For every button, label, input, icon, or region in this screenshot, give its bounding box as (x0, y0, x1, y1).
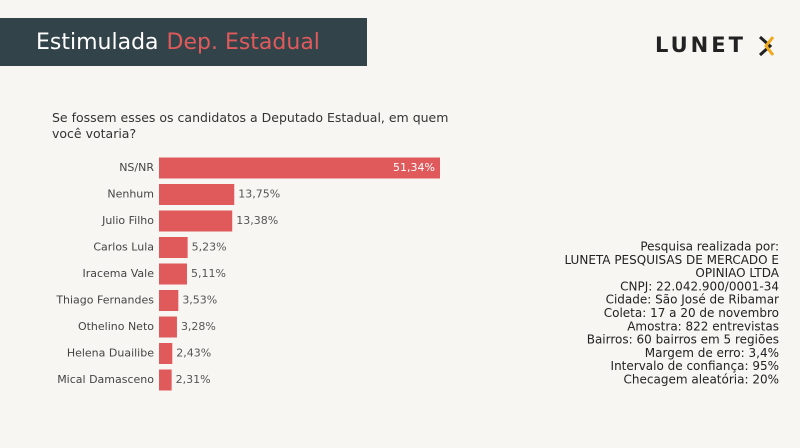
note-line: Amostra: 822 entrevistas (627, 319, 779, 333)
value-label: 3,28% (181, 320, 216, 333)
note-line: Intervalo de confiança: 95% (611, 359, 779, 373)
note-line: Coleta: 17 a 20 de novembro (604, 306, 779, 320)
value-label: 2,43% (176, 347, 211, 360)
note-line: Margem de erro: 3,4% (645, 346, 779, 360)
category-label: Carlos Lula (93, 241, 154, 254)
question: Se fossem esses os candidatos a Deputado… (52, 110, 449, 141)
category-label: Thiago Fernandes (55, 294, 154, 307)
category-label: NS/NR (119, 161, 154, 174)
note-line: Bairros: 60 bairros em 5 regiões (587, 333, 779, 347)
category-label: Nenhum (107, 188, 154, 201)
value-label: 5,23% (192, 241, 227, 254)
category-label: Helena Duailibe (67, 347, 154, 360)
bar (159, 263, 187, 285)
bar (159, 290, 179, 311)
bar (159, 237, 188, 258)
bar (159, 184, 235, 205)
value-label: 51,34% (393, 161, 435, 174)
bar (159, 343, 173, 364)
note-line: Checagem aleatória: 20% (624, 373, 779, 387)
value-label: 13,38% (236, 214, 278, 227)
value-label: 2,31% (176, 373, 211, 386)
logo: LUNET (655, 33, 746, 57)
title: Estimulada Dep. Estadual (36, 30, 320, 55)
category-label: Iracema Vale (82, 267, 154, 280)
logo-icon (758, 35, 775, 57)
note-line: CNPJ: 22.042.900/0001-34 (620, 279, 779, 293)
category-label: Othelino Neto (78, 320, 154, 333)
note-line: Pesquisa realizada por: (640, 240, 779, 254)
note-line: Cidade: São José de Ribamar (606, 293, 779, 307)
title-box (0, 18, 367, 66)
bar (159, 157, 440, 179)
note-line: LUNETA PESQUISAS DE MERCADO E (564, 253, 779, 267)
value-label: 5,11% (191, 267, 226, 280)
note-line: OPINIAO LTDA (695, 266, 779, 280)
value-label: 3,53% (182, 294, 217, 307)
value-label: 13,75% (238, 188, 280, 201)
bar (159, 316, 177, 338)
category-label: Mical Damasceno (57, 373, 154, 386)
title-highlight: Dep. Estadual (167, 30, 320, 55)
bar (159, 369, 172, 391)
category-label: Julio Filho (101, 214, 154, 227)
bar (159, 210, 233, 232)
title-main: Estimulada (36, 30, 159, 55)
